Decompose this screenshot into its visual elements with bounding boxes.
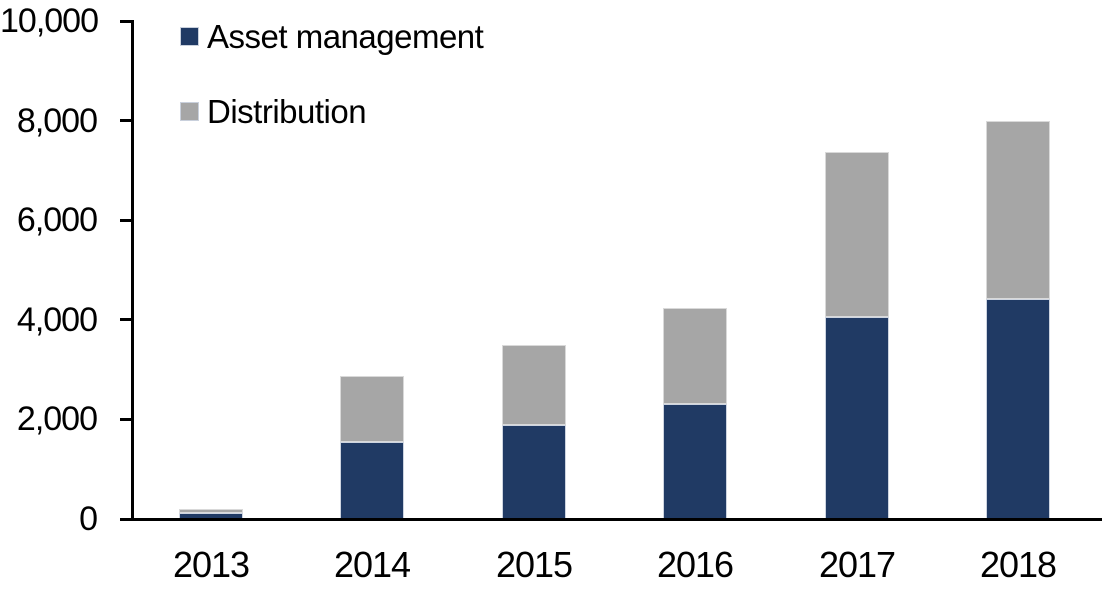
bar-2013-distribution xyxy=(179,509,243,513)
x-axis-category-label: 2015 xyxy=(495,544,573,585)
y-axis-tick-label: 2,000 xyxy=(16,400,98,439)
bar-2016-asset-management xyxy=(663,404,727,519)
y-axis-tick xyxy=(120,318,131,322)
y-axis-tick xyxy=(120,218,131,222)
y-axis-tick-label: 0 xyxy=(79,500,98,538)
y-axis-tick-label: 10,000 xyxy=(0,2,99,40)
y-axis-line xyxy=(131,19,134,521)
y-axis-tick-label: 6,000 xyxy=(16,201,98,240)
legend-item-distribution: Distribution xyxy=(180,93,483,130)
y-axis-tick xyxy=(120,417,131,421)
x-axis-line xyxy=(120,517,1102,521)
x-axis-category-label: 2018 xyxy=(979,544,1057,585)
y-axis-tick-label: 4,000 xyxy=(16,300,98,339)
legend-label-distribution: Distribution xyxy=(207,93,367,130)
legend-marker-asset-management-icon xyxy=(180,27,199,46)
bar-2015-distribution xyxy=(502,344,566,425)
x-axis-category-label: 2016 xyxy=(656,544,734,585)
x-axis-category-label: 2017 xyxy=(818,544,896,585)
y-axis-tick-label: 8,000 xyxy=(16,101,98,140)
y-axis-tick xyxy=(120,19,131,23)
legend-marker-distribution-icon xyxy=(180,102,199,121)
legend-item-asset-management: Asset management xyxy=(180,18,484,55)
bar-2017-asset-management xyxy=(825,317,889,519)
bar-2017-distribution xyxy=(825,151,889,318)
x-axis-category-label: 2013 xyxy=(172,544,250,585)
x-axis-category-label: 2014 xyxy=(333,544,411,585)
y-axis-tick xyxy=(120,517,131,521)
y-axis-tick xyxy=(120,119,131,123)
bar-2015-asset-management xyxy=(502,424,566,519)
bar-2016-distribution xyxy=(663,307,727,405)
bar-2018-distribution xyxy=(986,120,1050,299)
bar-2014-distribution xyxy=(340,375,404,442)
legend-label-asset-management: Asset management xyxy=(207,18,484,55)
legend: Asset management Distribution xyxy=(180,18,484,130)
bar-2014-asset-management xyxy=(340,441,404,519)
bar-2018-asset-management xyxy=(986,298,1050,519)
